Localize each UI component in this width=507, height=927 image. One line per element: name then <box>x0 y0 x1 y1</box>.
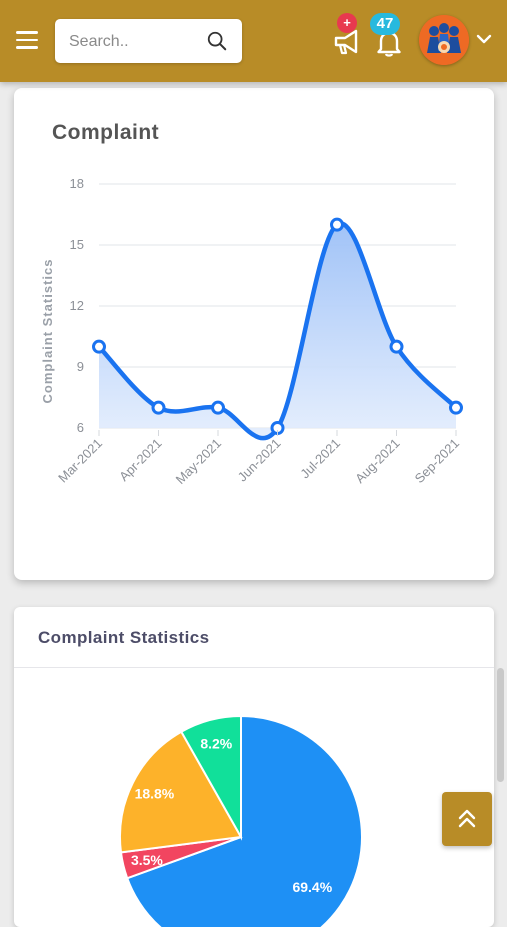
complaint-chart-card: Complaint 6 9 12 15 18 Mar-2021 Apr-2021 May-2… <box>14 88 494 580</box>
y-tick-label: 15 <box>70 237 84 252</box>
pie-slice-label: 3.5% <box>131 852 163 868</box>
complaint-pie-chart: 69.4% 3.5% 18.8% 8.2% <box>119 714 363 927</box>
y-tick-label: 18 <box>70 176 84 191</box>
x-tick-label: Aug-2021 <box>352 436 402 486</box>
statistics-card-title: Complaint Statistics <box>38 628 210 647</box>
area-fill <box>99 223 456 439</box>
x-tick-label: Apr-2021 <box>116 436 164 484</box>
pie-slice-label: 18.8% <box>135 786 175 802</box>
scrollbar-thumb[interactable] <box>497 668 504 782</box>
announcement-badge: + <box>337 13 357 33</box>
search-icon[interactable] <box>206 30 228 52</box>
team-logo-icon <box>419 15 469 65</box>
data-point[interactable] <box>211 400 225 415</box>
complaint-line-chart: 6 9 12 15 18 Mar-2021 Apr-2021 May-2021 Jun-202… <box>40 176 463 487</box>
y-tick-label: 12 <box>70 298 84 313</box>
avatar[interactable] <box>419 15 469 65</box>
card-divider <box>14 667 494 668</box>
data-point[interactable] <box>389 339 404 354</box>
x-tick-label: Jul-2021 <box>297 436 343 482</box>
pie-slice-label: 8.2% <box>200 735 232 751</box>
top-bar: + 47 <box>0 0 507 82</box>
pie-slice[interactable] <box>119 730 243 854</box>
x-tick-label: Sep-2021 <box>412 436 462 486</box>
notification-count-badge: 47 <box>370 13 400 35</box>
y-tick-label: 6 <box>77 420 84 435</box>
pie-slice-label: 69.4% <box>292 879 332 895</box>
chevron-down-icon[interactable] <box>476 33 492 45</box>
megaphone-icon[interactable] <box>332 28 362 56</box>
search-input[interactable] <box>67 29 206 55</box>
pie-slice[interactable] <box>179 714 242 841</box>
y-axis-title: Complaint Statistics <box>40 259 55 404</box>
y-tick-label: 9 <box>77 359 84 374</box>
data-point[interactable] <box>151 400 166 415</box>
data-point[interactable] <box>92 339 106 354</box>
x-tick-label: May-2021 <box>173 436 224 487</box>
x-tick-label: Jun-2021 <box>235 436 284 485</box>
complaint-statistics-card: Complaint Statistics 69.4% 3.5% 18.8% 8.2% <box>14 607 494 927</box>
x-tick-label: Mar-2021 <box>55 436 105 486</box>
scroll-to-top-button[interactable] <box>442 792 492 846</box>
search-box <box>55 19 242 63</box>
complaint-card-title: Complaint <box>52 121 160 144</box>
menu-icon[interactable] <box>16 31 38 49</box>
data-point[interactable] <box>330 217 344 232</box>
double-chevron-up-icon <box>458 809 476 828</box>
data-point[interactable] <box>449 400 463 415</box>
